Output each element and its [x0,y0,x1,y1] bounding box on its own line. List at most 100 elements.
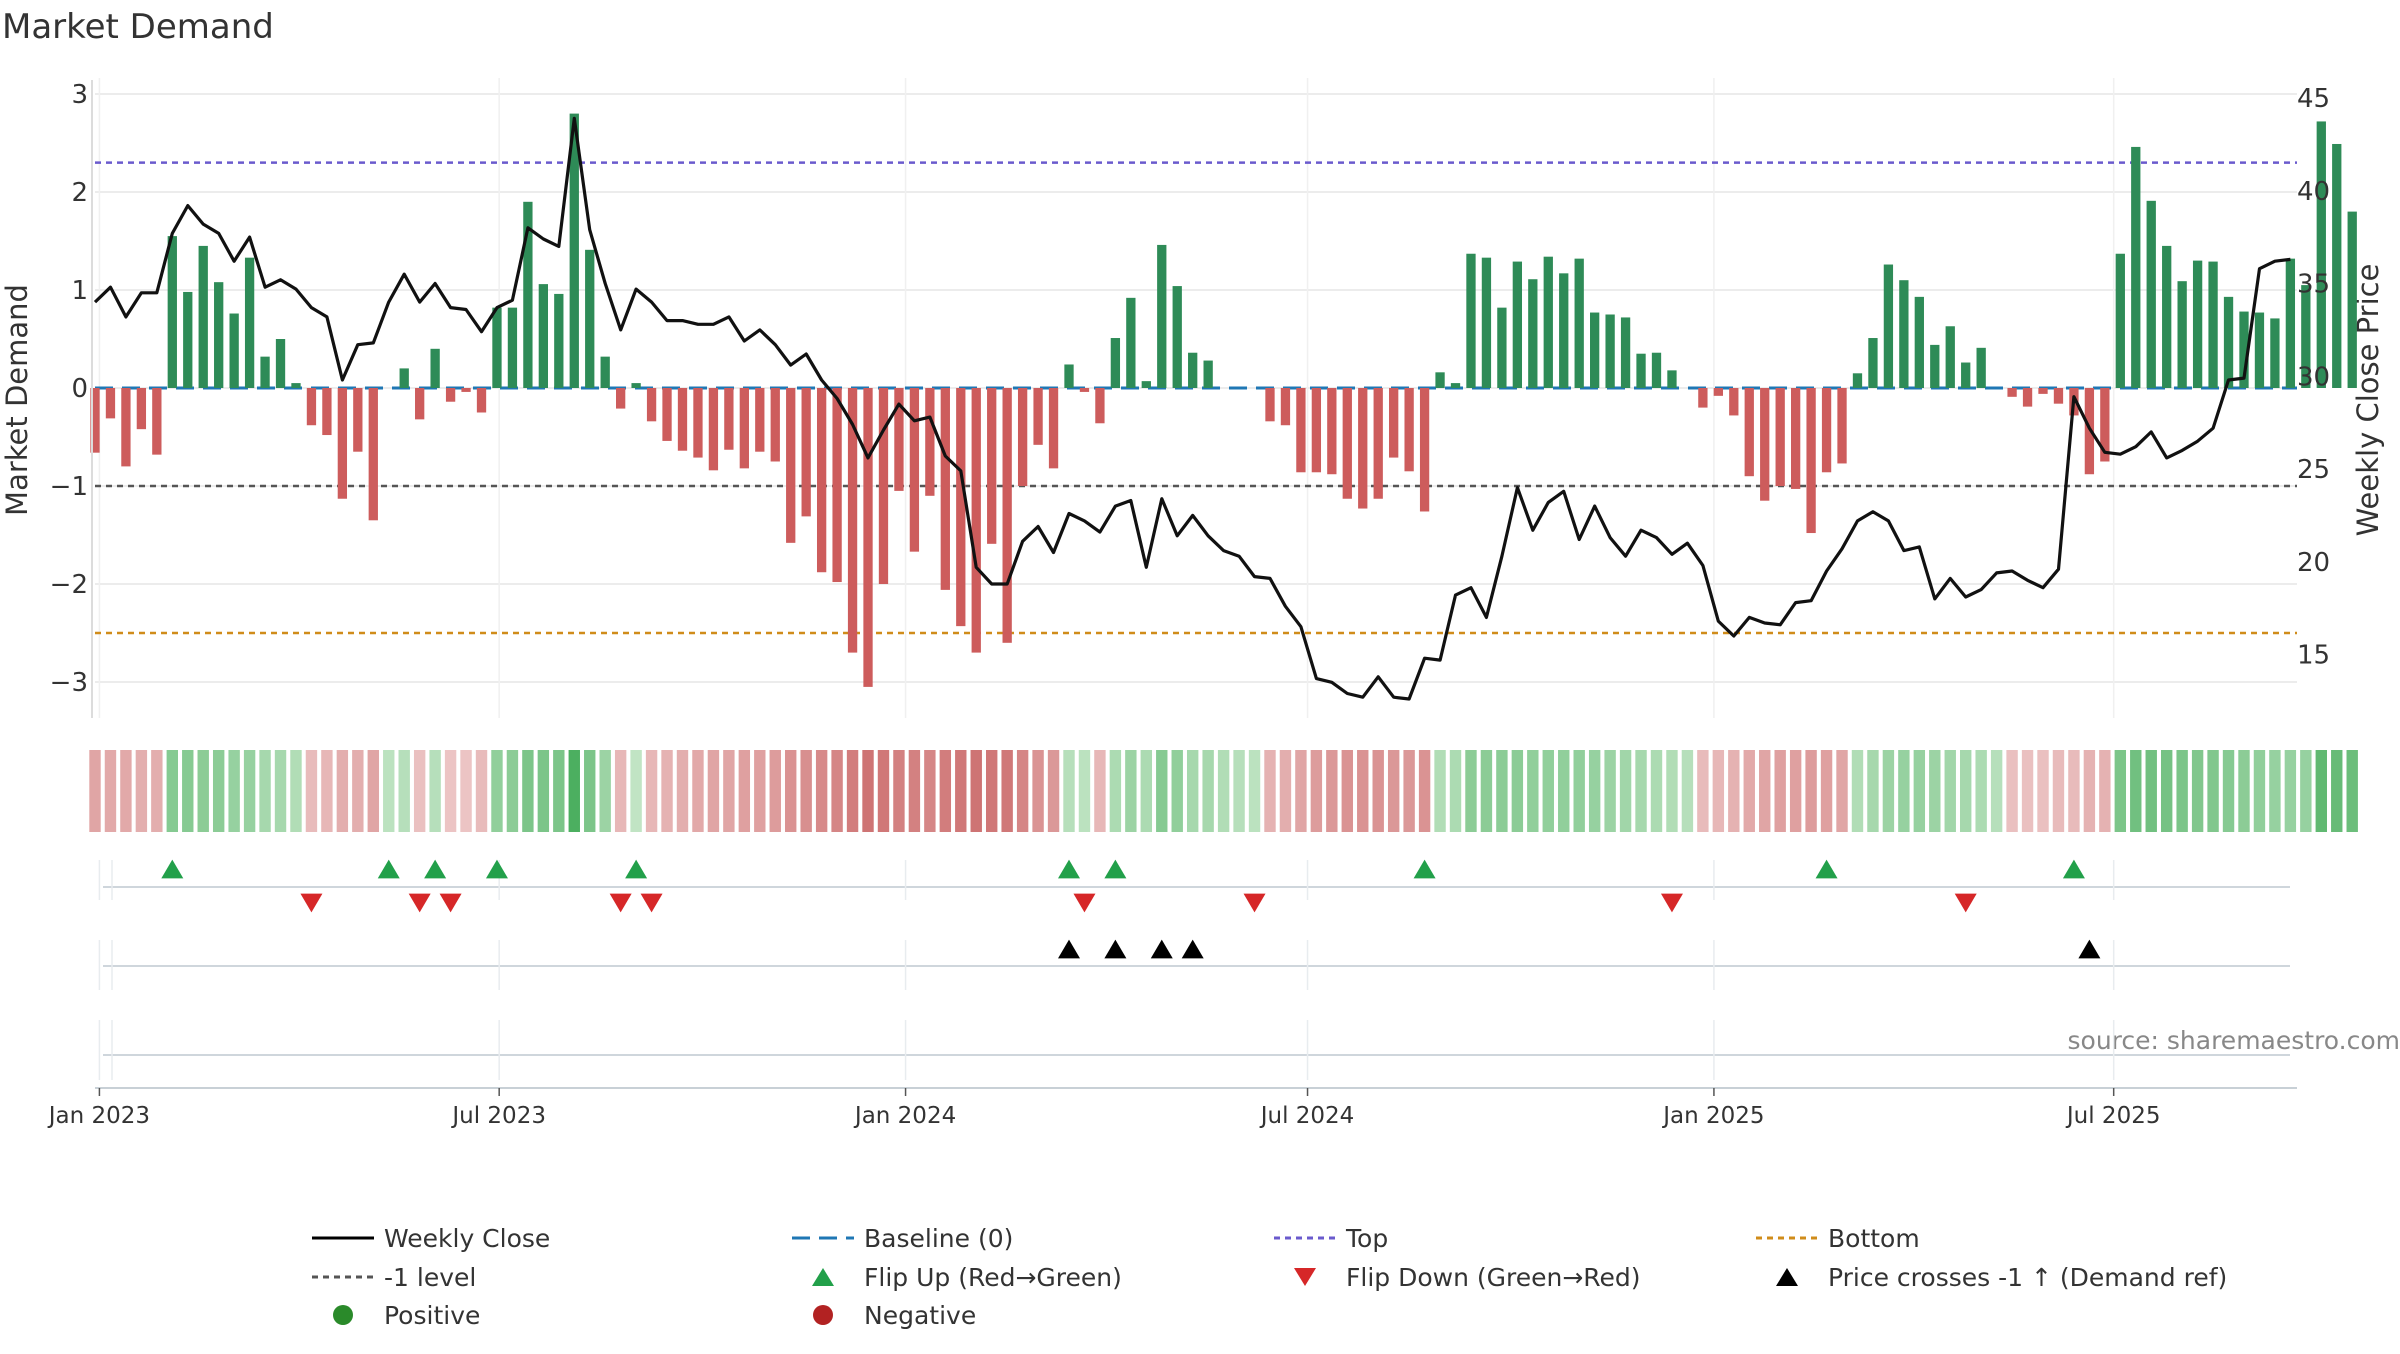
flip-down-marker [409,894,431,913]
strip-cell [1141,750,1152,832]
demand-bar [2332,144,2341,388]
y2-tick-label: 45 [2297,84,2330,114]
y-tick-label: −3 [50,668,88,698]
strip-cell [476,750,487,832]
demand-bar [1049,388,1058,468]
strip-cell [538,750,549,832]
y-tick-label: 2 [71,178,88,208]
demand-bar [662,388,671,441]
strip-cell [151,750,162,832]
demand-bar [1142,381,1151,388]
strip-cell [2238,750,2249,832]
demand-bar [1930,345,1939,388]
flip-up-marker [378,860,400,879]
strip-cell [337,750,348,832]
price-cross-marker [1151,940,1173,959]
demand-bar [879,388,888,584]
demand-bar [693,388,702,458]
demand-bar [400,368,409,388]
strip-cell [878,750,889,832]
demand-bar [1868,338,1877,388]
strip-cell [1048,750,1059,832]
strip-cell [1311,750,1322,832]
strip-cell [1960,750,1971,832]
strip-cell [1620,750,1631,832]
demand-bar [2286,259,2295,388]
strip-cell [1991,750,2002,832]
strip-cell [847,750,858,832]
strip-cell [893,750,904,832]
demand-bar [2208,262,2217,388]
demand-bar [1466,254,1475,388]
demand-bar [1528,279,1537,388]
strip-cell [1635,750,1646,832]
demand-bar [2348,212,2357,388]
strip-cell [646,750,657,832]
legend-item: Flip Down (Green→Red) [1294,1263,1641,1292]
demand-bar [2023,388,2032,407]
legend-item: Negative [813,1301,976,1330]
demand-bar [1884,265,1893,388]
strip-cell [770,750,781,832]
y-tick-label: −2 [50,570,88,600]
strip-cell [1774,750,1785,832]
strip-cell [105,750,116,832]
strip-cell [2176,750,2187,832]
strip-cell [2207,750,2218,832]
strip-cell [1357,750,1368,832]
strip-cell [599,750,610,832]
strip-cell [1110,750,1121,832]
demand-bar [1358,388,1367,509]
demand-bar [1435,372,1444,388]
legend-label: Top [1345,1224,1388,1253]
strip-cell [1945,750,1956,832]
strip-cell [2300,750,2311,832]
strip-cell [1094,750,1105,832]
y2-tick-label: 20 [2297,548,2330,578]
demand-bar [987,388,996,544]
demand-bar [1281,388,1290,425]
legend-item: Bottom [1756,1224,1920,1253]
strip-cell [1697,750,1708,832]
strip-cell [2269,750,2280,832]
strip-cell [198,750,209,832]
x-tick-label: Jul 2023 [450,1103,546,1129]
demand-bar [1033,388,1042,445]
strip-cell [2006,750,2017,832]
demand-bar [137,388,146,429]
demand-bar [1389,388,1398,458]
demand-bar [1729,388,1738,415]
strip-cell [1558,750,1569,832]
demand-bar [1899,280,1908,388]
flip-up-marker [1414,860,1436,879]
legend-swatch [1294,1268,1316,1286]
demand-bar [106,388,115,418]
demand-bar [1312,388,1321,472]
strip-cell [522,750,533,832]
strip-cell [2068,750,2079,832]
demand-bar [1946,326,1955,388]
demand-bar [956,388,965,626]
y2-tick-label: 15 [2297,641,2330,671]
strip-cell [2115,750,2126,832]
strip-cell [1682,750,1693,832]
legend-swatch [333,1305,353,1325]
strip-cell [2192,750,2203,832]
legend-swatch [1776,1268,1798,1286]
strip-cell [584,750,595,832]
legend-item: Price crosses -1 ↑ (Demand ref) [1776,1263,2227,1292]
flip-down-marker [610,894,632,913]
demand-bar [1482,258,1491,388]
demand-bar [1853,373,1862,388]
demand-bars [90,114,2357,687]
demand-bar [477,388,486,413]
strip-cell [383,750,394,832]
strip-cell [445,750,456,832]
demand-bar [1064,364,1073,388]
demand-bar [2054,388,2063,404]
demand-bar [709,388,718,470]
strip-cell [1450,750,1461,832]
strip-cell [1295,750,1306,832]
demand-bar [260,357,269,388]
strip-cell [2053,750,2064,832]
